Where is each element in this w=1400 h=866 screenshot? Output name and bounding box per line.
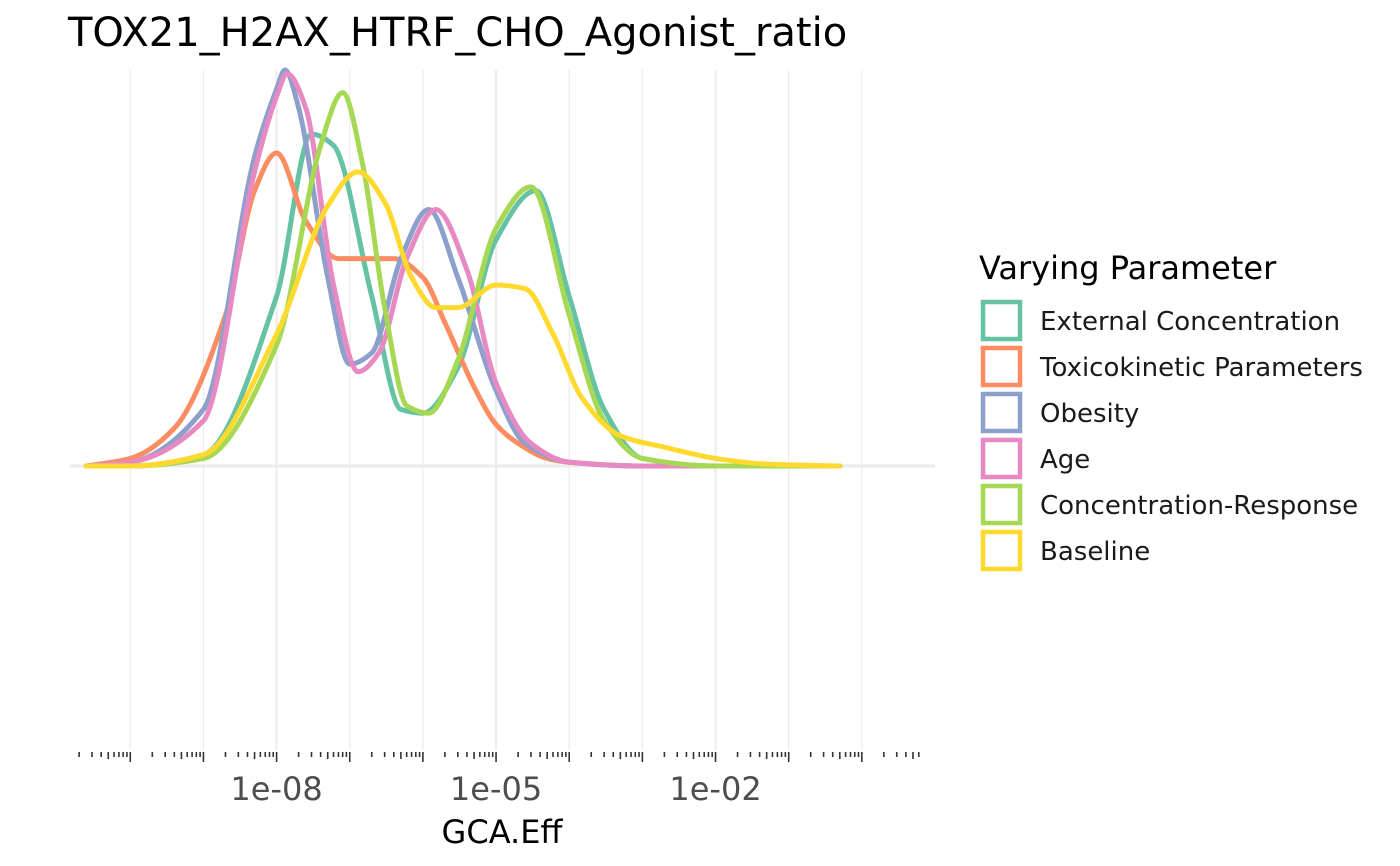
legend-swatch bbox=[980, 437, 1023, 480]
x-axis-label: GCA.Eff bbox=[442, 813, 564, 851]
legend-label: External Concentration bbox=[1040, 307, 1340, 337]
x-tick-label: 1e-08 bbox=[230, 770, 322, 808]
legend-label: Obesity bbox=[1040, 399, 1139, 429]
x-axis-ticks: 1e-08 1e-05 1e-02 bbox=[78, 752, 920, 808]
x-tick-label: 1e-02 bbox=[669, 770, 761, 808]
x-tick-label: 1e-05 bbox=[450, 770, 542, 808]
series-line-age bbox=[83, 71, 843, 469]
series-line-baseline bbox=[83, 169, 843, 469]
chart-title: TOX21_H2AX_HTRF_CHO_Agonist_ratio bbox=[67, 10, 847, 56]
legend: Varying Parameter External Concentration… bbox=[979, 249, 1363, 572]
legend-label: Baseline bbox=[1040, 537, 1150, 567]
legend-swatch bbox=[980, 391, 1023, 434]
legend-label: Concentration-Response bbox=[1040, 491, 1358, 521]
legend-swatch bbox=[980, 529, 1023, 572]
legend-swatch bbox=[980, 483, 1023, 526]
legend-label: Age bbox=[1040, 445, 1090, 475]
series-line-obesity bbox=[83, 67, 843, 469]
density-curves bbox=[83, 67, 843, 469]
series-line-concentration-response bbox=[83, 90, 843, 469]
legend-title: Varying Parameter bbox=[979, 249, 1277, 287]
legend-label: Toxicokinetic Parameters bbox=[1039, 353, 1363, 383]
legend-swatch bbox=[980, 345, 1023, 388]
legend-swatch bbox=[980, 299, 1023, 342]
series-line-toxicokinetic-parameters bbox=[83, 150, 843, 469]
